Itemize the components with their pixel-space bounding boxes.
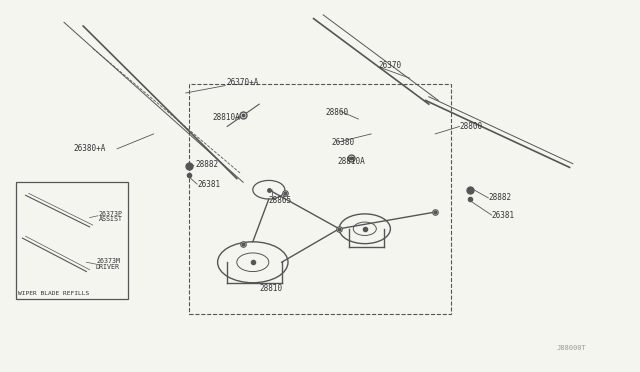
Text: ASSIST: ASSIST [99,217,123,222]
Text: 26380+A: 26380+A [74,144,106,153]
Bar [16,182,128,299]
Text: 26373P: 26373P [99,211,123,217]
Bar [189,84,451,314]
Text: 26370: 26370 [379,61,402,70]
Text: WIPER BLADE REFILLS: WIPER BLADE REFILLS [18,291,89,296]
Text: 28810A: 28810A [338,157,365,166]
Text: 26381: 26381 [492,211,515,219]
Text: 28860: 28860 [325,108,348,117]
Text: 28865: 28865 [269,196,292,205]
Text: 26380: 26380 [332,138,355,147]
Text: J88000T: J88000T [557,345,586,351]
Text: 26370+A: 26370+A [227,78,259,87]
Text: 26381: 26381 [197,180,220,189]
Text: 26373M: 26373M [96,258,120,264]
Text: DRIVER: DRIVER [96,264,120,270]
Text: 28882: 28882 [195,160,218,169]
Text: 28882: 28882 [488,193,511,202]
Text: 28810A: 28810A [212,113,240,122]
Text: 28800: 28800 [460,122,483,131]
Text: 28810: 28810 [259,284,282,293]
